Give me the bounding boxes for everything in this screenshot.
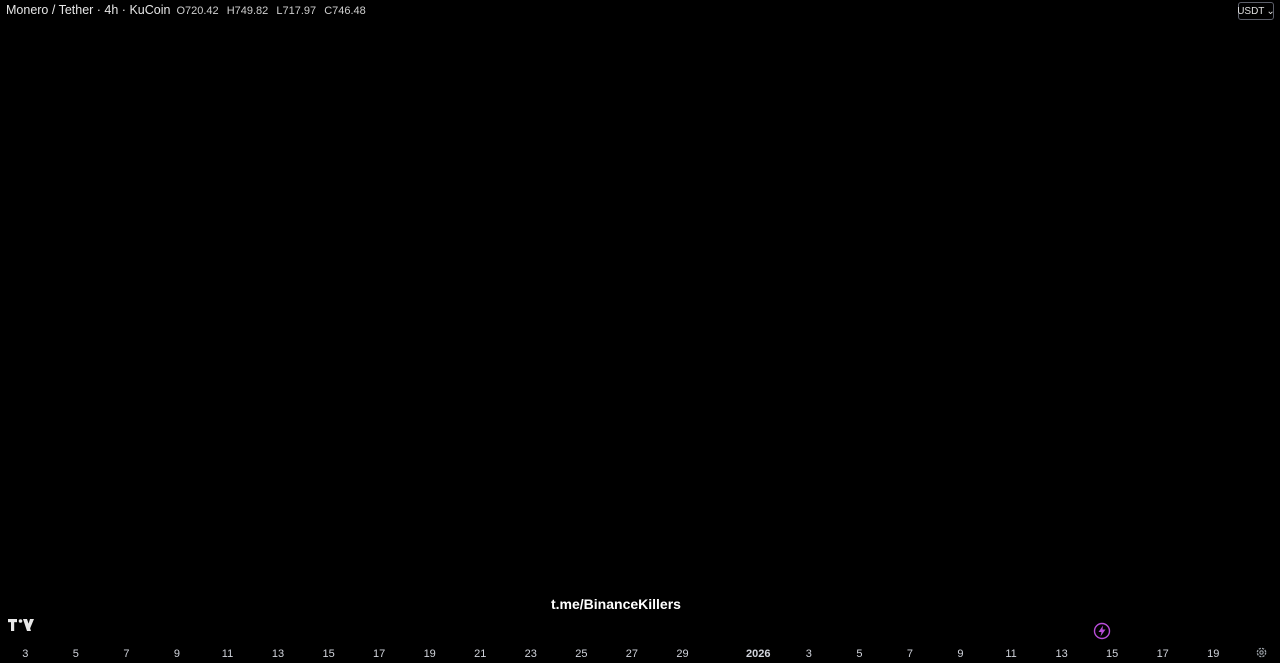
time-axis[interactable]: 3 5 7 9 11 13 15 17 19 21 23 25 27 29 2026 3 5 7 9 11 13 15 17… xyxy=(22,648,1219,660)
high-value: H749.82 xyxy=(226,5,269,17)
chart-legend: Monero / Tether · 4h · KuCoin O720.42 H7… xyxy=(6,3,366,17)
time-tick-label: 11 xyxy=(222,648,233,660)
lightning-bolt-icon[interactable] xyxy=(1093,622,1111,640)
time-tick-label: 17 xyxy=(373,648,385,660)
time-tick-label: 9 xyxy=(957,648,963,660)
time-tick-label: 9 xyxy=(174,648,180,660)
currency-label: USDT xyxy=(1237,5,1265,17)
time-tick-label: 5 xyxy=(856,648,862,660)
time-tick-label: 27 xyxy=(626,648,638,660)
time-tick-label: 5 xyxy=(73,648,79,660)
currency-select[interactable]: USDT ⌄ xyxy=(1237,2,1275,20)
tradingview-logo[interactable] xyxy=(8,619,34,631)
time-tick-label: 3 xyxy=(22,648,28,660)
low-value: L717.97 xyxy=(276,5,317,17)
time-tick-label: 13 xyxy=(1055,648,1067,660)
time-tick-label: 21 xyxy=(474,648,486,660)
time-tick-label: 17 xyxy=(1157,648,1169,660)
gear-icon[interactable] xyxy=(1255,646,1268,659)
time-tick-label: 2026 xyxy=(746,648,770,660)
time-tick-label: 7 xyxy=(907,648,913,660)
watermark-text: t.me/BinanceKillers xyxy=(551,596,681,612)
close-value: C746.48 xyxy=(324,5,366,17)
time-tick-label: 11 xyxy=(1005,648,1016,660)
ohlc-values: O720.42 H749.82 L717.97 C746.48 xyxy=(176,5,365,17)
time-tick-label: 29 xyxy=(676,648,688,660)
open-value: O720.42 xyxy=(176,5,219,17)
time-tick-label: 3 xyxy=(806,648,812,660)
time-tick-label: 19 xyxy=(1207,648,1219,660)
symbol-title[interactable]: Monero / Tether · 4h · KuCoin xyxy=(6,3,171,17)
time-tick-label: 25 xyxy=(575,648,587,660)
time-tick-label: 7 xyxy=(123,648,129,660)
time-tick-label: 15 xyxy=(322,648,334,660)
time-tick-label: 13 xyxy=(272,648,284,660)
time-tick-label: 19 xyxy=(424,648,436,660)
time-tick-label: 15 xyxy=(1106,648,1118,660)
chevron-down-icon: ⌄ xyxy=(1266,5,1275,17)
time-tick-label: 23 xyxy=(525,648,537,660)
